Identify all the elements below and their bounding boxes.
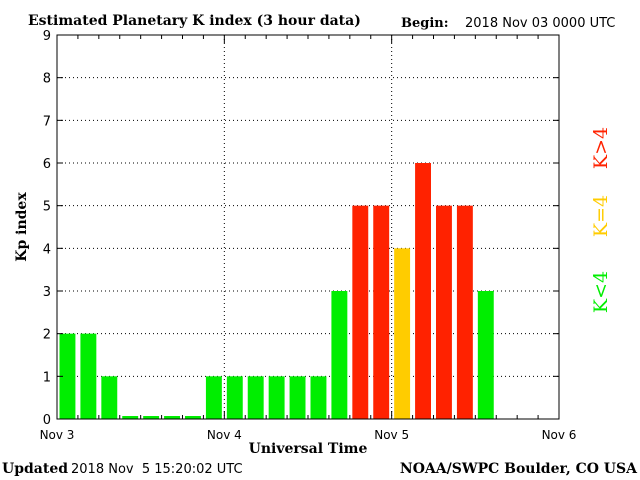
kp-bar (59, 333, 76, 419)
y-tick-label: 6 (43, 157, 51, 172)
y-tick-label: 5 (43, 200, 51, 215)
credit-text: NOAA/SWPC Boulder, CO USA (400, 461, 638, 477)
begin-label: Begin: (401, 16, 449, 31)
x-tick-label: Nov 4 (207, 428, 242, 442)
x-tick-label: Nov 5 (374, 428, 409, 442)
kp-bars (59, 163, 494, 419)
kp-bar (226, 376, 243, 419)
x-tick-label: Nov 3 (40, 428, 75, 442)
kp-bar (289, 376, 306, 419)
kp-bar (310, 376, 327, 419)
x-axis-ticks: Nov 3 Nov 4 Nov 5 Nov 6 (40, 35, 577, 442)
x-axis-label: Universal Time (249, 441, 368, 457)
kp-bar (122, 416, 139, 419)
kp-bar (268, 376, 285, 419)
updated-value: 2018 Nov 5 15:20:02 UTC (71, 462, 243, 477)
legend-low: K<4 (590, 271, 612, 313)
y-tick-label: 9 (43, 29, 51, 44)
kp-bar (205, 376, 222, 419)
kp-bar (477, 291, 494, 419)
kp-bar (373, 205, 390, 419)
x-tick-label: Nov 6 (542, 428, 577, 442)
y-axis-ticks: 0 1 2 3 4 5 6 7 8 9 (43, 29, 559, 428)
updated-label: Updated (2, 461, 68, 477)
kp-bar (352, 205, 369, 419)
kp-bar (415, 163, 431, 419)
color-legend: K>4 K=4 K<4 (590, 127, 612, 313)
y-tick-label: 0 (43, 413, 51, 428)
legend-high: K>4 (590, 127, 612, 169)
kp-bar (101, 376, 118, 419)
begin-value: 2018 Nov 03 0000 UTC (465, 16, 615, 31)
kp-bar (80, 333, 97, 419)
y-tick-label: 7 (43, 114, 51, 129)
y-tick-label: 8 (43, 72, 51, 87)
kp-bar (185, 416, 201, 419)
kp-bar (331, 291, 348, 419)
chart-title: Estimated Planetary K index (3 hour data… (28, 13, 361, 29)
y-tick-label: 2 (43, 328, 51, 343)
legend-equal: K=4 (590, 195, 612, 237)
y-axis-label: Kp index (14, 192, 30, 262)
y-tick-label: 1 (43, 370, 51, 385)
kp-bar (143, 416, 160, 419)
grid-lines (57, 35, 559, 419)
kp-bar (436, 205, 452, 419)
y-tick-label: 4 (43, 242, 51, 257)
kp-bar (394, 248, 411, 419)
kp-bar (164, 416, 180, 419)
plot-area: 0 1 2 3 4 5 6 7 8 9 Nov 3 Nov 4 Nov 5 Nov 6 (40, 29, 577, 442)
kp-bar (247, 376, 264, 419)
y-tick-label: 3 (43, 285, 51, 300)
kp-bar (456, 205, 473, 419)
